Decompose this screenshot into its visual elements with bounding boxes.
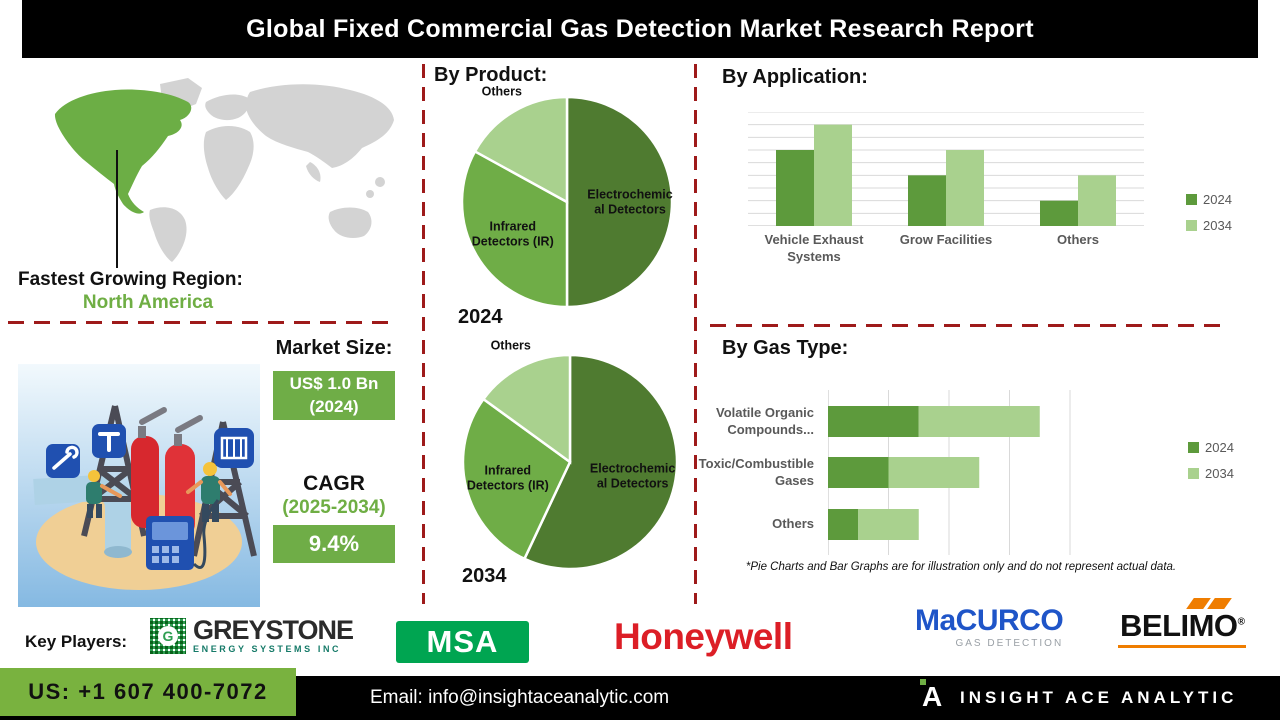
greystone-name: GREYSTONE xyxy=(193,615,354,646)
legend-entry: 2034 xyxy=(1188,466,1234,481)
cagr-period: (2025-2034) xyxy=(282,497,386,518)
market-size-value-box: US$ 1.0 Bn (2024) xyxy=(273,371,395,420)
left-divider xyxy=(8,321,396,324)
belimo-name: BELIMO® xyxy=(1118,610,1247,648)
fastest-growing-region-value: North America xyxy=(82,292,214,313)
legend-entry: 2024 xyxy=(1186,192,1232,207)
bar-category-label: Others xyxy=(772,516,814,532)
application-bar-chart xyxy=(748,111,1144,227)
pie-chart-2024: Electrochemical Detectors Infrared Detect… xyxy=(457,84,677,312)
logo-greystone: G GREYSTONE ENERGY SYSTEMS INC xyxy=(150,615,354,654)
logo-honeywell: Honeywell xyxy=(614,616,793,658)
pie-chart-2034: Electrochemical Detectors Infrared Detect… xyxy=(458,338,682,574)
insight-ace-logo-icon: A xyxy=(920,679,943,712)
pie-slice-label: Electrochemical Detectors xyxy=(589,461,676,490)
section-by-gas-type: By Gas Type: xyxy=(722,337,849,359)
bar-category-label: Others xyxy=(1057,232,1099,247)
gas-type-legend: 2024 2034 xyxy=(1188,440,1234,481)
legend-entry: 2034 xyxy=(1186,218,1232,233)
macurco-subtitle: GAS DETECTION xyxy=(955,638,1064,649)
logo-belimo: BELIMO® xyxy=(1118,598,1247,648)
gas-detection-illustration xyxy=(18,364,260,607)
key-players-label: Key Players: xyxy=(25,632,128,651)
bar-category-label: Toxic/Combustible Gases xyxy=(698,455,814,488)
disclaimer-footnote: *Pie Charts and Bar Graphs are for illus… xyxy=(745,561,1177,573)
pie-2024-year: 2024 xyxy=(458,306,503,328)
gas-type-category-labels: Volatile Organic Compounds... Toxic/Combu… xyxy=(686,390,820,555)
belimo-stripes-icon xyxy=(1186,598,1233,610)
divider-left-middle xyxy=(422,64,425,604)
footer-email: Email: info@insightaceanalytic.com xyxy=(370,687,670,708)
pie-slice-label: Infrared Detectors (IR) xyxy=(466,463,549,492)
bar-category-label: Vehicle Exhaust Systems xyxy=(764,232,864,264)
legend-entry: 2024 xyxy=(1188,440,1234,455)
bar-category-label: Grow Facilities xyxy=(899,232,993,247)
msa-name: MSA xyxy=(426,624,499,659)
honeywell-name: Honeywell xyxy=(614,616,793,657)
pie-slice-label: Electrochemical Detectors xyxy=(587,187,673,216)
macurco-name: MaCURCO xyxy=(915,604,1064,637)
cagr-label: CAGR xyxy=(303,472,365,495)
world-map-graphic xyxy=(54,78,394,262)
world-map xyxy=(10,62,410,267)
gas-type-bar-chart xyxy=(827,390,1071,555)
report-title-banner: Global Fixed Commercial Gas Detection Ma… xyxy=(22,0,1258,58)
fastest-growing-region-label: Fastest Growing Region: xyxy=(18,269,243,290)
bar-category-label: Volatile Organic Compounds... xyxy=(715,404,814,437)
pie-slice-label: Others xyxy=(490,338,531,353)
page-title: Global Fixed Commercial Gas Detection Ma… xyxy=(246,14,1034,43)
map-region-north-america xyxy=(54,89,192,214)
greystone-icon: G xyxy=(150,618,186,654)
greystone-subtitle: ENERGY SYSTEMS INC xyxy=(193,643,342,654)
right-divider xyxy=(710,324,1230,327)
logo-msa: MSA xyxy=(396,621,529,663)
market-size-value: US$ 1.0 Bn xyxy=(289,373,379,393)
divider-middle-right xyxy=(694,64,697,604)
pie-slice-label: Others xyxy=(481,84,522,99)
application-category-labels: Vehicle Exhaust Systems Grow Facilities Ot… xyxy=(748,232,1144,276)
map-pointer-line xyxy=(116,150,118,268)
application-legend: 2024 2034 xyxy=(1186,192,1232,233)
footer-brand-name: INSIGHT ACE ANALYTIC xyxy=(960,688,1238,707)
market-size-label: Market Size: xyxy=(275,337,393,359)
section-by-product: By Product: xyxy=(434,64,548,86)
footer-phone-box: US: +1 607 400-7072 xyxy=(0,668,296,716)
pie-slice-label: Infrared Detectors (IR) xyxy=(471,219,554,249)
section-by-application: By Application: xyxy=(722,66,868,88)
market-size-year: (2024) xyxy=(309,396,359,416)
logo-macurco: MaCURCO GAS DETECTION xyxy=(915,604,1064,650)
pie-2034-year: 2034 xyxy=(462,565,507,587)
cagr-value-box: 9.4% xyxy=(273,525,395,563)
